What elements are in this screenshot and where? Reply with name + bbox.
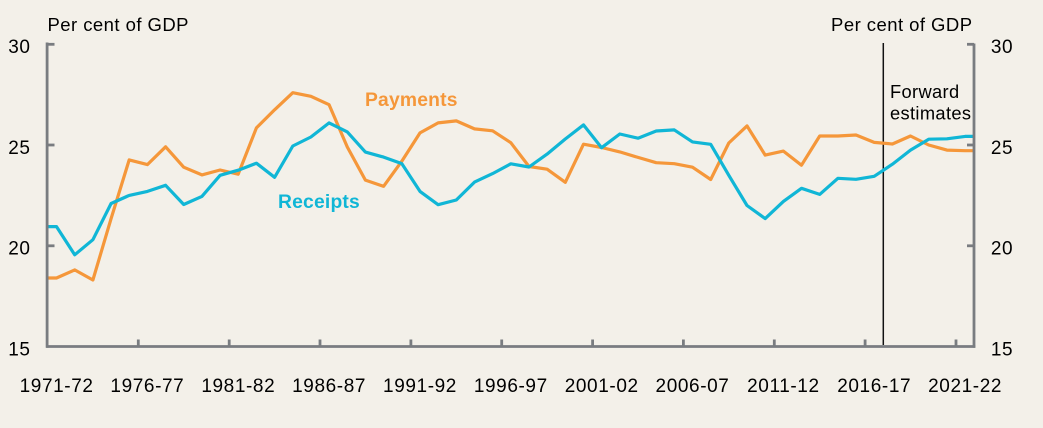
svg-text:2011-12: 2011-12 xyxy=(747,376,820,397)
svg-text:Per cent of GDP: Per cent of GDP xyxy=(48,14,189,35)
svg-text:2001-02: 2001-02 xyxy=(565,376,639,397)
svg-text:Per cent of GDP: Per cent of GDP xyxy=(831,14,972,35)
svg-text:2021-22: 2021-22 xyxy=(928,376,1002,397)
svg-text:25: 25 xyxy=(991,138,1013,159)
svg-text:1991-92: 1991-92 xyxy=(383,376,457,397)
svg-text:15: 15 xyxy=(991,339,1013,360)
svg-text:20: 20 xyxy=(8,239,30,260)
svg-text:2016-17: 2016-17 xyxy=(837,376,911,397)
svg-text:25: 25 xyxy=(8,138,30,159)
svg-text:1996-97: 1996-97 xyxy=(474,376,548,397)
svg-text:1976-77: 1976-77 xyxy=(110,376,184,397)
svg-text:estimates: estimates xyxy=(890,102,971,123)
svg-text:20: 20 xyxy=(991,239,1013,260)
svg-text:1981-82: 1981-82 xyxy=(201,376,275,397)
svg-text:Payments: Payments xyxy=(365,90,458,111)
svg-text:1971-72: 1971-72 xyxy=(20,376,94,397)
svg-text:Forward: Forward xyxy=(890,81,960,102)
svg-text:30: 30 xyxy=(991,37,1013,58)
svg-text:30: 30 xyxy=(8,37,30,58)
svg-text:15: 15 xyxy=(8,339,30,360)
svg-text:1986-87: 1986-87 xyxy=(292,376,366,397)
svg-text:2006-07: 2006-07 xyxy=(656,376,730,397)
svg-text:Receipts: Receipts xyxy=(278,192,360,213)
